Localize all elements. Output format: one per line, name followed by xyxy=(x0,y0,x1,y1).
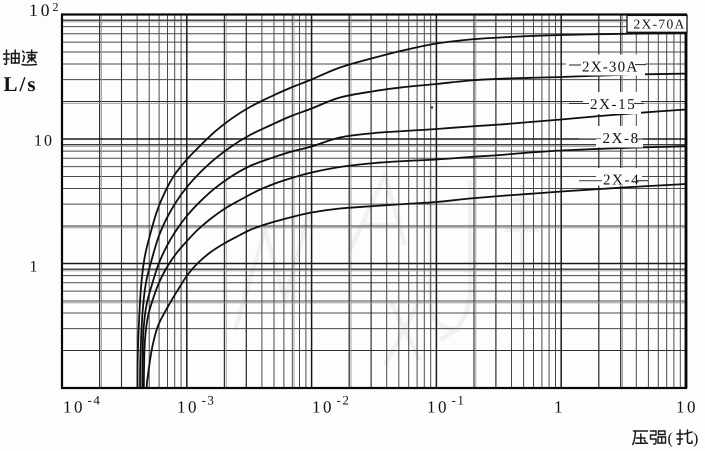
svg-text:10: 10 xyxy=(29,0,53,20)
svg-text:1: 1 xyxy=(554,398,563,417)
svg-text:-4: -4 xyxy=(88,393,102,408)
svg-text:-1: -1 xyxy=(452,393,466,408)
svg-text:L/s: L/s xyxy=(4,72,38,96)
svg-text:(: ( xyxy=(668,431,673,448)
svg-text:10: 10 xyxy=(312,398,334,417)
svg-text:10: 10 xyxy=(63,398,85,417)
svg-text:2X-30A: 2X-30A xyxy=(582,59,638,75)
svg-text:10: 10 xyxy=(676,398,698,417)
svg-text:2: 2 xyxy=(53,0,59,14)
svg-text:10: 10 xyxy=(427,398,449,417)
svg-text:2X-70A: 2X-70A xyxy=(634,17,686,32)
svg-text:2X-8: 2X-8 xyxy=(603,131,640,147)
svg-text:-3: -3 xyxy=(202,393,216,408)
svg-text:1: 1 xyxy=(30,259,38,276)
svg-text:2X-4: 2X-4 xyxy=(603,172,640,188)
svg-text:2X-15: 2X-15 xyxy=(590,97,636,113)
svg-text:-2: -2 xyxy=(337,393,351,408)
svg-text:): ) xyxy=(693,431,698,448)
svg-text:10: 10 xyxy=(34,133,54,150)
svg-text:10: 10 xyxy=(177,398,199,417)
